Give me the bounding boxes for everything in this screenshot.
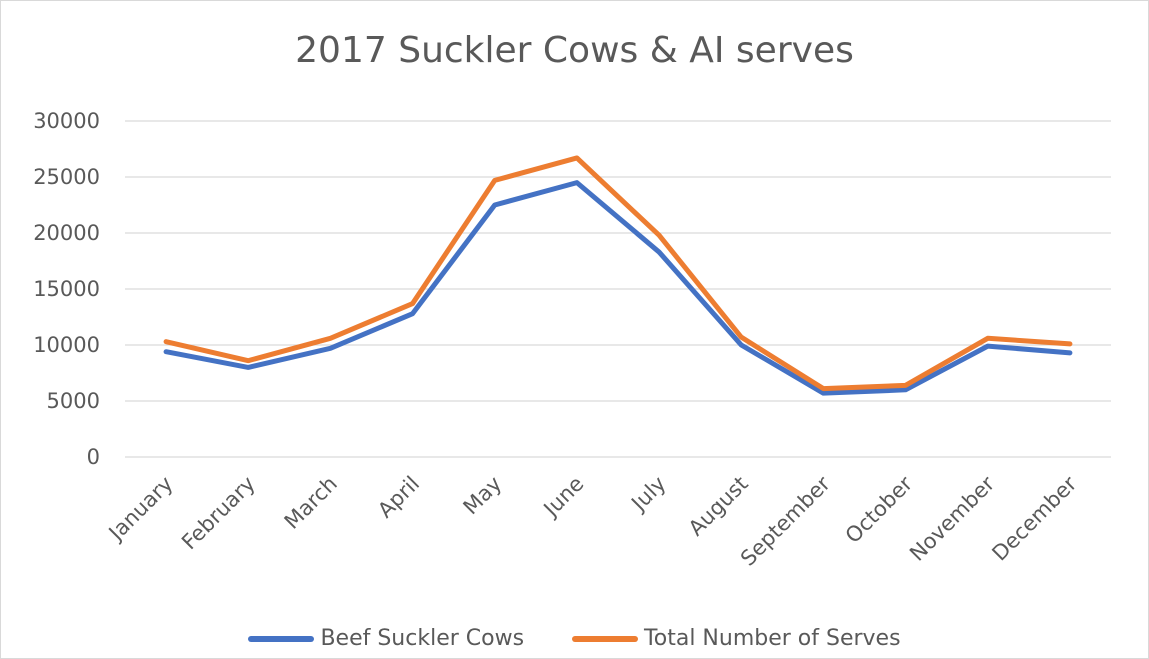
legend-swatch bbox=[572, 635, 639, 642]
legend: Beef Suckler Cows Total Number of Serves bbox=[0, 626, 1149, 651]
x-tick-label: February bbox=[177, 472, 260, 555]
x-tick-label: April bbox=[373, 472, 424, 523]
legend-swatch bbox=[248, 635, 315, 642]
legend-item-2: Total Number of Serves bbox=[572, 626, 901, 651]
series-line-1 bbox=[163, 180, 1073, 396]
y-tick-label: 30000 bbox=[33, 109, 100, 133]
y-tick-label: 10000 bbox=[33, 333, 100, 357]
x-tick-label: August bbox=[684, 472, 753, 541]
x-tick-label: June bbox=[538, 472, 589, 523]
x-tick-label: December bbox=[987, 471, 1081, 565]
chart-title: 2017 Suckler Cows & AI serves bbox=[295, 30, 854, 71]
legend-item-1: Beef Suckler Cows bbox=[248, 626, 524, 651]
legend-label: Beef Suckler Cows bbox=[320, 626, 525, 651]
y-tick-label: 0 bbox=[87, 445, 100, 469]
x-tick-label: October bbox=[841, 471, 918, 548]
y-tick-label: 5000 bbox=[47, 389, 100, 413]
y-tick-label: 25000 bbox=[33, 165, 100, 189]
x-tick-label: September bbox=[736, 471, 835, 570]
x-tick-label: November bbox=[905, 471, 999, 565]
y-tick-label: 15000 bbox=[33, 277, 100, 301]
x-tick-label: January bbox=[103, 472, 178, 547]
x-tick-label: May bbox=[459, 472, 507, 520]
x-tick-label: July bbox=[626, 472, 671, 517]
legend-label: Total Number of Serves bbox=[644, 626, 901, 651]
y-tick-label: 20000 bbox=[33, 221, 100, 245]
series-line-2 bbox=[163, 155, 1073, 392]
x-tick-label: March bbox=[280, 472, 342, 534]
